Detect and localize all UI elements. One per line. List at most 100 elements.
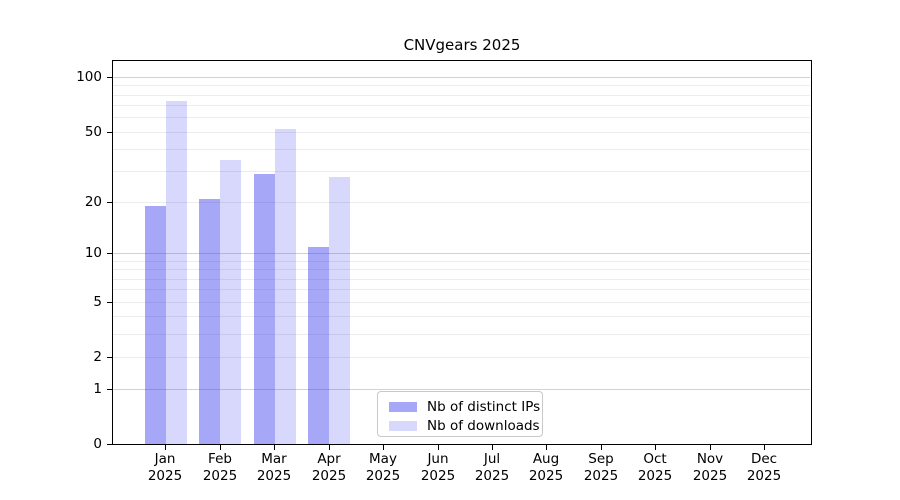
x-tick-label-nov: Nov 2025 [678, 451, 742, 485]
y-tick-label-20: 20 [84, 194, 102, 210]
gridline-minor-7 [113, 279, 810, 280]
x-tick-year: 2025 [746, 468, 782, 484]
gridline-minor-2 [113, 357, 810, 358]
x-tickmark-may [383, 445, 384, 450]
x-tickmark-oct [655, 445, 656, 450]
y-tick-label-1: 1 [93, 381, 102, 397]
x-tickmark-jan [165, 445, 166, 450]
x-tick-year: 2025 [311, 468, 347, 484]
y-tick-label-0: 0 [93, 436, 102, 452]
bar-downloads-mar [274, 129, 296, 444]
x-tick-year: 2025 [256, 468, 292, 484]
x-tick-month: Aug [532, 451, 560, 467]
x-tick-label-may: May 2025 [351, 451, 415, 485]
bar-distinct-ips-mar [253, 174, 275, 444]
y-tickmark-10 [107, 253, 112, 254]
gridline-major-10 [113, 253, 810, 254]
gridline-minor-6 [113, 289, 810, 290]
y-tickmark-20 [107, 202, 112, 203]
x-tick-label-dec: Dec 2025 [732, 451, 796, 485]
x-tick-year: 2025 [692, 468, 728, 484]
chart-title: CNVgears 2025 [403, 36, 521, 54]
y-tick-label-100: 100 [76, 69, 102, 85]
x-tick-year: 2025 [365, 468, 401, 484]
gridline-minor-70 [113, 105, 810, 106]
gridline-minor-8 [113, 269, 810, 270]
gridline-minor-30 [113, 171, 810, 172]
x-tick-month: Mar [261, 451, 287, 467]
y-tickmark-100 [107, 77, 112, 78]
x-tick-month: Jan [154, 451, 176, 467]
bar-downloads-apr [329, 176, 351, 444]
x-tickmark-jun [438, 445, 439, 450]
y-tickmark-0 [107, 444, 112, 445]
x-tick-year: 2025 [202, 468, 238, 484]
x-tickmark-dec [764, 445, 765, 450]
gridline-minor-20 [113, 202, 810, 203]
y-tickmark-5 [107, 302, 112, 303]
legend-swatch-downloads-icon [389, 420, 417, 431]
gridline-minor-9 [113, 261, 810, 262]
x-tick-month: Feb [208, 451, 232, 467]
x-tick-month: May [369, 451, 397, 467]
x-tick-year: 2025 [147, 468, 183, 484]
x-tick-label-jun: Jun 2025 [406, 451, 470, 485]
gridline-minor-50 [113, 132, 810, 133]
y-tick-label-5: 5 [93, 294, 102, 310]
x-tickmark-jul [492, 445, 493, 450]
x-tick-year: 2025 [637, 468, 673, 484]
x-tick-label-apr: Apr 2025 [297, 451, 361, 485]
legend-label-downloads: Nb of downloads [427, 417, 540, 434]
spine-right [811, 60, 812, 445]
x-tickmark-aug [546, 445, 547, 450]
y-tickmark-50 [107, 132, 112, 133]
x-tick-label-mar: Mar 2025 [242, 451, 306, 485]
x-tickmark-mar [274, 445, 275, 450]
x-tick-month: Nov [696, 451, 724, 467]
x-tick-month: Jun [427, 451, 449, 467]
bar-downloads-jan [165, 101, 187, 444]
x-tick-label-feb: Feb 2025 [188, 451, 252, 485]
x-tick-month: Oct [643, 451, 667, 467]
gridline-major-100 [113, 77, 810, 78]
y-tick-label-2: 2 [93, 349, 102, 365]
x-tickmark-apr [329, 445, 330, 450]
spine-left [112, 60, 113, 445]
x-tickmark-nov [710, 445, 711, 450]
spine-top [112, 60, 812, 61]
gridline-major-1 [113, 389, 810, 390]
legend-label-distinct-ips: Nb of distinct IPs [427, 398, 541, 415]
gridline-minor-3 [113, 334, 810, 335]
x-tick-month: Sep [588, 451, 614, 467]
x-tickmark-sep [601, 445, 602, 450]
bar-distinct-ips-apr [308, 247, 330, 444]
legend-item-distinct-ips: Nb of distinct IPs [389, 397, 542, 416]
bar-distinct-ips-feb [199, 198, 221, 444]
x-tick-label-oct: Oct 2025 [623, 451, 687, 485]
x-tick-month: Apr [317, 451, 341, 467]
gridline-minor-80 [113, 95, 810, 96]
x-tick-year: 2025 [528, 468, 564, 484]
legend: Nb of distinct IPs Nb of downloads [377, 391, 543, 437]
x-tickmark-feb [220, 445, 221, 450]
gridline-minor-90 [113, 85, 810, 86]
x-tick-year: 2025 [420, 468, 456, 484]
gridline-minor-4 [113, 316, 810, 317]
legend-swatch-distinct-ips-icon [389, 401, 417, 412]
x-tick-month: Jul [483, 451, 501, 467]
x-tick-label-aug: Aug 2025 [514, 451, 578, 485]
x-tick-label-jan: Jan 2025 [133, 451, 197, 485]
y-tick-label-50: 50 [84, 124, 102, 140]
gridline-minor-40 [113, 149, 810, 150]
x-tick-label-jul: Jul 2025 [460, 451, 524, 485]
spine-bottom [112, 444, 812, 445]
x-tick-year: 2025 [583, 468, 619, 484]
y-tickmark-1 [107, 389, 112, 390]
bar-downloads-feb [220, 159, 242, 444]
x-tick-month: Dec [750, 451, 778, 467]
gridline-minor-5 [113, 302, 810, 303]
x-tick-year: 2025 [474, 468, 510, 484]
y-tickmark-2 [107, 357, 112, 358]
y-tick-label-10: 10 [84, 245, 102, 261]
